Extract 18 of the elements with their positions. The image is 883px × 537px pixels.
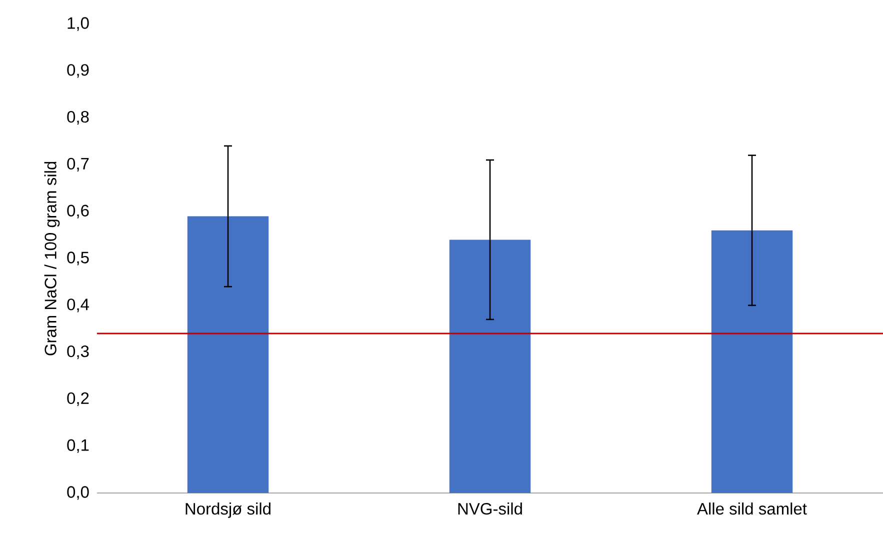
y-axis-title: Gram NaCl / 100 gram sild bbox=[44, 162, 60, 356]
y-tick-label: 0,6 bbox=[67, 204, 89, 218]
y-tick-label: 0,4 bbox=[67, 298, 89, 312]
bar bbox=[449, 240, 531, 493]
y-tick-label: 0,9 bbox=[67, 64, 89, 78]
bar bbox=[187, 216, 269, 493]
x-tick-label: Nordsjø sild bbox=[186, 502, 270, 518]
y-tick-label: 0,3 bbox=[67, 345, 89, 360]
y-tick-label: 1,0 bbox=[68, 17, 89, 31]
y-tick-label: 0,2 bbox=[67, 392, 89, 406]
y-tick-label: 0,7 bbox=[67, 158, 89, 172]
y-tick-label: 0,5 bbox=[67, 252, 89, 266]
y-tick-label: 0,1 bbox=[67, 439, 89, 453]
y-tick-label: 0,8 bbox=[67, 110, 89, 125]
bar bbox=[711, 230, 793, 493]
x-tick-label: Alle sild samlet bbox=[697, 502, 807, 515]
y-tick-label: 0,0 bbox=[67, 486, 89, 500]
x-tick-label: NVG-sild bbox=[458, 502, 522, 515]
